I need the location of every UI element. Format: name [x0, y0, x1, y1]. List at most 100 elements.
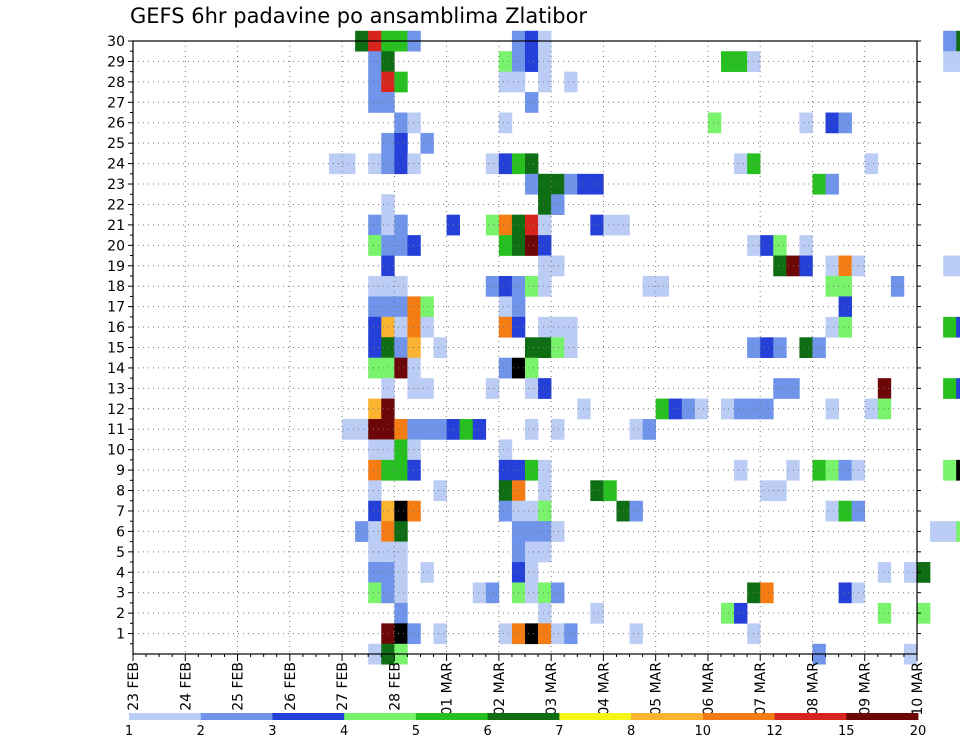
- heatmap-cell: [564, 316, 578, 338]
- colorbar-label: 3: [268, 724, 276, 739]
- heatmap-cell: [864, 153, 879, 175]
- colorbar-label: 12: [766, 724, 783, 739]
- y-tick-label: 7: [116, 504, 125, 520]
- heatmap-cell: [407, 235, 421, 256]
- heatmap-cell: [551, 623, 565, 645]
- heatmap-cell: [381, 316, 395, 338]
- y-tick-label: 11: [107, 422, 125, 438]
- heatmap-cell: [368, 521, 382, 542]
- heatmap-cell: [538, 480, 552, 502]
- heatmap-cell: [498, 500, 513, 522]
- heatmap-cell: [394, 112, 408, 134]
- heatmap-cell: [368, 459, 382, 481]
- heatmap-cell: [368, 275, 382, 297]
- heatmap-cell: [368, 153, 382, 175]
- y-tick-label: 19: [107, 259, 125, 275]
- heatmap-cell: [368, 337, 382, 359]
- heatmap-cell: [551, 582, 565, 604]
- heatmap-cell: [407, 357, 421, 379]
- heatmap-cell: [825, 500, 839, 522]
- heatmap-cell: [420, 378, 434, 399]
- y-tick-label: 25: [107, 136, 125, 152]
- heatmap-cell: [812, 459, 826, 481]
- heatmap-cell: [381, 541, 395, 563]
- heatmap-cell: [564, 71, 578, 93]
- heatmap-cell: [407, 500, 421, 522]
- heatmap-cell: [734, 153, 748, 175]
- heatmap-cell: [394, 235, 408, 256]
- heatmap-cell: [394, 459, 408, 481]
- heatmap-cell: [825, 275, 839, 297]
- heatmap-cell: [538, 214, 552, 236]
- heatmap-cell: [838, 296, 852, 318]
- heatmap-cell: [943, 30, 957, 52]
- heatmap-cell: [564, 337, 578, 359]
- heatmap-cell: [433, 419, 447, 440]
- heatmap-cell: [590, 173, 604, 195]
- heatmap-cell: [838, 582, 852, 604]
- heatmap-cell: [407, 337, 421, 359]
- heatmap-cell: [903, 562, 918, 583]
- y-tick-label: 24: [107, 157, 125, 173]
- heatmap-cell: [629, 419, 643, 440]
- heatmap-cell: [773, 255, 787, 277]
- x-tick-label: 05 MAR: [649, 662, 665, 716]
- colorbar-swatch: [702, 713, 775, 720]
- colorbar-swatch: [129, 713, 202, 720]
- heatmap-cell: [368, 500, 382, 522]
- heatmap-cell: [564, 173, 578, 195]
- heatmap-cell: [498, 296, 513, 318]
- colorbar-swatch: [415, 713, 489, 720]
- heatmap-cell: [420, 296, 434, 318]
- heatmap-cell: [407, 623, 421, 645]
- colorbar-label: 5: [412, 724, 420, 739]
- heatmap-cell: [734, 398, 748, 420]
- heatmap-cell: [498, 51, 513, 72]
- heatmap-cell: [498, 480, 513, 502]
- heatmap-cell: [642, 275, 656, 297]
- heatmap-cell: [498, 316, 513, 338]
- heatmap-cell: [538, 378, 552, 399]
- heatmap-cell: [538, 541, 552, 563]
- heatmap-cell: [381, 337, 395, 359]
- heatmap-cell: [538, 275, 552, 297]
- colorbar-swatch: [774, 713, 847, 720]
- heatmap-cell: [825, 459, 839, 481]
- y-tick-label: 15: [107, 341, 125, 357]
- heatmap-cell: [956, 316, 960, 338]
- y-tick-label: 16: [107, 320, 125, 336]
- heatmap-cell: [498, 71, 513, 93]
- heatmap-cell: [525, 275, 539, 297]
- heatmap-cell: [394, 153, 408, 175]
- heatmap-cell: [694, 398, 709, 420]
- colorbar-label: 4: [340, 724, 348, 739]
- heatmap-cell: [381, 521, 395, 542]
- heatmap-cell: [381, 132, 395, 154]
- heatmap-cell: [394, 337, 408, 359]
- y-tick-label: 20: [107, 238, 125, 254]
- y-tick-label: 12: [107, 402, 125, 418]
- y-tick-label: 3: [116, 586, 125, 602]
- heatmap-cell: [381, 235, 395, 256]
- heatmap-cell: [394, 521, 408, 542]
- heatmap-cell: [943, 459, 957, 481]
- heatmap-cell: [394, 541, 408, 563]
- heatmap-cell: [394, 296, 408, 318]
- heatmap-cell: [485, 214, 500, 236]
- heatmap-cell: [381, 378, 395, 399]
- heatmap-cell: [433, 337, 447, 359]
- y-tick-label: 13: [107, 381, 125, 397]
- heatmap-cell: [538, 500, 552, 522]
- heatmap-cell: [538, 602, 552, 624]
- heatmap-cell: [355, 419, 369, 440]
- heatmap-cell: [485, 378, 500, 399]
- heatmap-cell: [525, 153, 539, 175]
- heatmap-cell: [668, 398, 683, 420]
- y-tick-label: 5: [116, 545, 125, 561]
- heatmap-cell: [525, 214, 539, 236]
- y-tick-label: 17: [107, 300, 125, 316]
- y-tick-label: 26: [107, 116, 125, 132]
- heatmap-cell: [721, 51, 735, 72]
- x-tick-label: 08 MAR: [805, 662, 821, 716]
